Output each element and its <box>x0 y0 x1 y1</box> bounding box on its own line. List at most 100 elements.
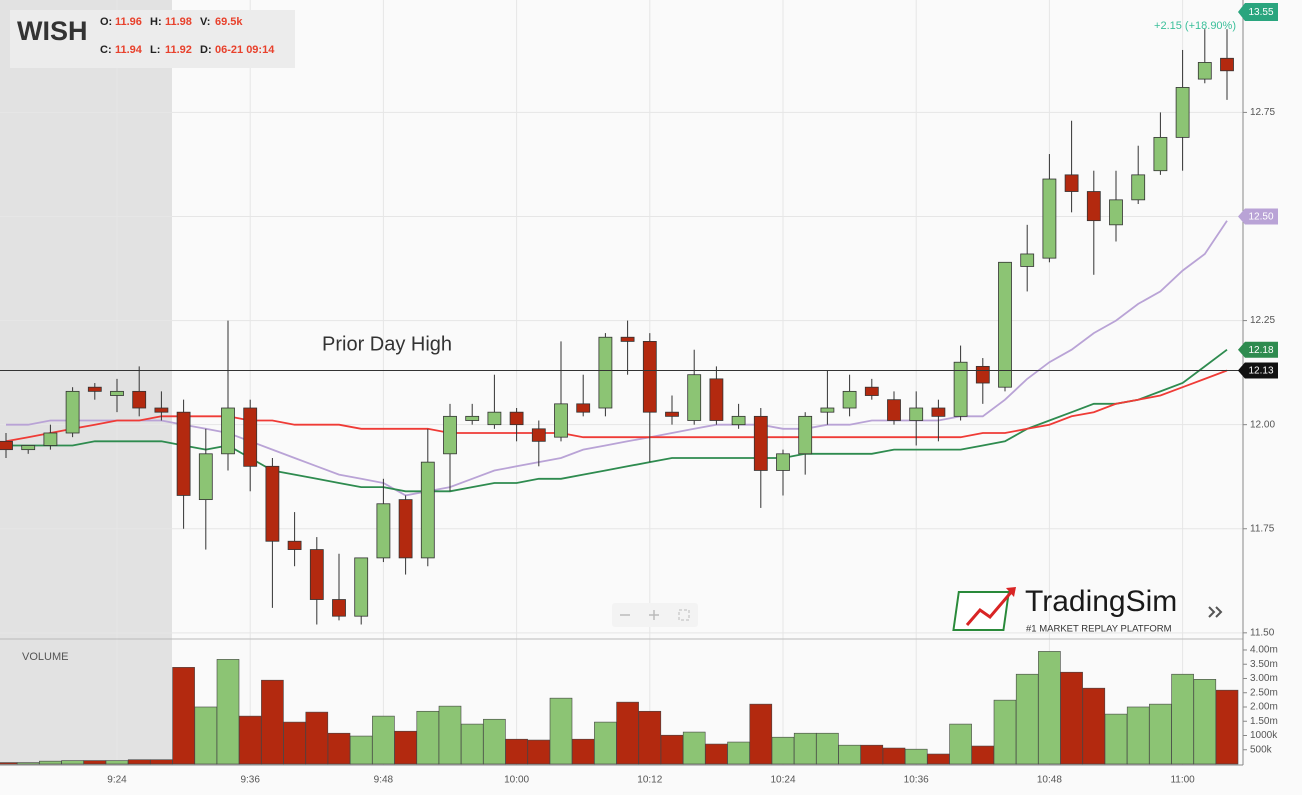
candles <box>0 29 1234 625</box>
logo-arrow <box>965 589 1015 626</box>
candle-body <box>43 432 58 446</box>
expand-button[interactable] <box>1199 596 1231 628</box>
volume-bar <box>616 701 639 765</box>
candle-body <box>864 386 879 396</box>
candle-body <box>776 453 790 471</box>
zoom-controls[interactable] <box>612 603 698 627</box>
candle-body <box>465 415 480 421</box>
header-box <box>10 10 295 68</box>
candle-body <box>975 365 990 384</box>
logo-tagline: #1 MARKET REPLAY PLATFORM <box>1026 624 1172 635</box>
candle-body <box>420 461 435 559</box>
price-tag <box>1238 362 1278 379</box>
volume-tick-label: 1.50m <box>1250 716 1278 727</box>
candle-body <box>376 503 391 559</box>
volume-bar <box>1215 689 1239 765</box>
candle-body <box>1153 136 1168 172</box>
volume-bar <box>1082 687 1106 765</box>
candle-body <box>1197 62 1212 80</box>
expand-icon[interactable] <box>1208 606 1223 618</box>
volume-bar <box>705 743 728 765</box>
field-key: O: <box>100 16 112 28</box>
premarket-shade <box>0 0 172 765</box>
candle-body <box>1131 174 1146 201</box>
logo: TradingSim #1 MARKET REPLAY PLATFORM <box>952 585 1177 635</box>
candle-body <box>642 340 657 413</box>
volume-bars <box>0 651 1239 765</box>
volume-bar <box>882 747 906 765</box>
moving-average <box>6 220 1228 497</box>
candle-body <box>1086 191 1101 222</box>
candle-body <box>842 390 857 409</box>
volume-bar <box>638 710 662 765</box>
volume-bar <box>1193 679 1217 765</box>
volume-bar <box>904 748 928 765</box>
volume-bar <box>61 760 84 765</box>
volume-bar <box>971 745 995 765</box>
candle-body <box>132 390 147 409</box>
volume-bar <box>394 730 417 765</box>
candle-body <box>709 378 724 421</box>
x-tick-label: 11:00 <box>1170 775 1195 786</box>
volume-bar <box>39 760 62 765</box>
volume-bar <box>460 723 484 765</box>
candle-body <box>753 415 768 471</box>
moving-average <box>5 369 1228 443</box>
candle-body <box>909 407 924 421</box>
volume-tick-label: 500k <box>1250 744 1273 755</box>
symbol: WISH <box>17 16 88 46</box>
candle-body <box>820 407 835 413</box>
volume-bar <box>1104 713 1128 765</box>
volume-bar <box>216 659 240 765</box>
candle-body <box>931 407 946 417</box>
field-value: 11.94 <box>115 44 143 56</box>
candle-body <box>65 390 80 434</box>
candle-body <box>287 540 302 550</box>
volume-tick-label: 1000k <box>1250 730 1278 741</box>
candle-body <box>887 399 901 421</box>
volume-tick-label: 4.00m <box>1250 645 1278 656</box>
candle-body <box>443 415 457 455</box>
candle-body <box>243 407 258 467</box>
x-tick-label: 9:48 <box>374 775 394 786</box>
candle-body <box>309 549 324 600</box>
zoom-in-icon[interactable] <box>649 610 659 620</box>
candle-body <box>620 336 635 342</box>
volume-bar <box>949 723 972 765</box>
candle-body <box>265 465 280 542</box>
volume-bar <box>1171 673 1194 765</box>
volume-bar <box>594 721 617 765</box>
candle-body <box>576 403 591 413</box>
y-tick-label: 12.25 <box>1250 315 1275 326</box>
volume-bar <box>749 703 773 765</box>
candle-body <box>998 261 1012 388</box>
x-tick-label: 10:48 <box>1037 775 1062 786</box>
volume-bar <box>327 732 351 765</box>
candle-body <box>531 428 546 442</box>
x-tick-label: 9:24 <box>107 775 127 786</box>
volume-bar <box>505 738 528 765</box>
volume-bar <box>438 705 462 765</box>
candle-body <box>1042 178 1057 259</box>
price-tag <box>1238 341 1278 358</box>
field-value: 11.92 <box>165 44 192 56</box>
candle-body <box>665 411 679 417</box>
volume-bar <box>927 753 950 765</box>
logo-arrowhead <box>1006 587 1016 597</box>
volume-bar <box>571 738 595 765</box>
price-tag-label: 12.13 <box>1248 366 1273 377</box>
field-value: 06-21 09:14 <box>215 44 275 56</box>
volume-bar <box>372 715 395 765</box>
x-tick-label: 10:24 <box>770 775 795 786</box>
logo-name: TradingSim <box>1025 585 1177 618</box>
level-label: Prior Day High <box>322 333 452 355</box>
field-value: 11.98 <box>165 16 192 28</box>
candle-body <box>1064 174 1079 192</box>
y-tick-label: 11.50 <box>1250 627 1275 638</box>
volume-bar <box>682 731 706 765</box>
fullscreen-icon[interactable] <box>678 609 690 621</box>
header-fields: O: 11.96 H: 11.98 V: 69.5k C: 11.94 L: 11.92 D: 06-… <box>100 16 275 56</box>
volume-bar <box>549 697 573 765</box>
volume-bar <box>0 762 18 765</box>
